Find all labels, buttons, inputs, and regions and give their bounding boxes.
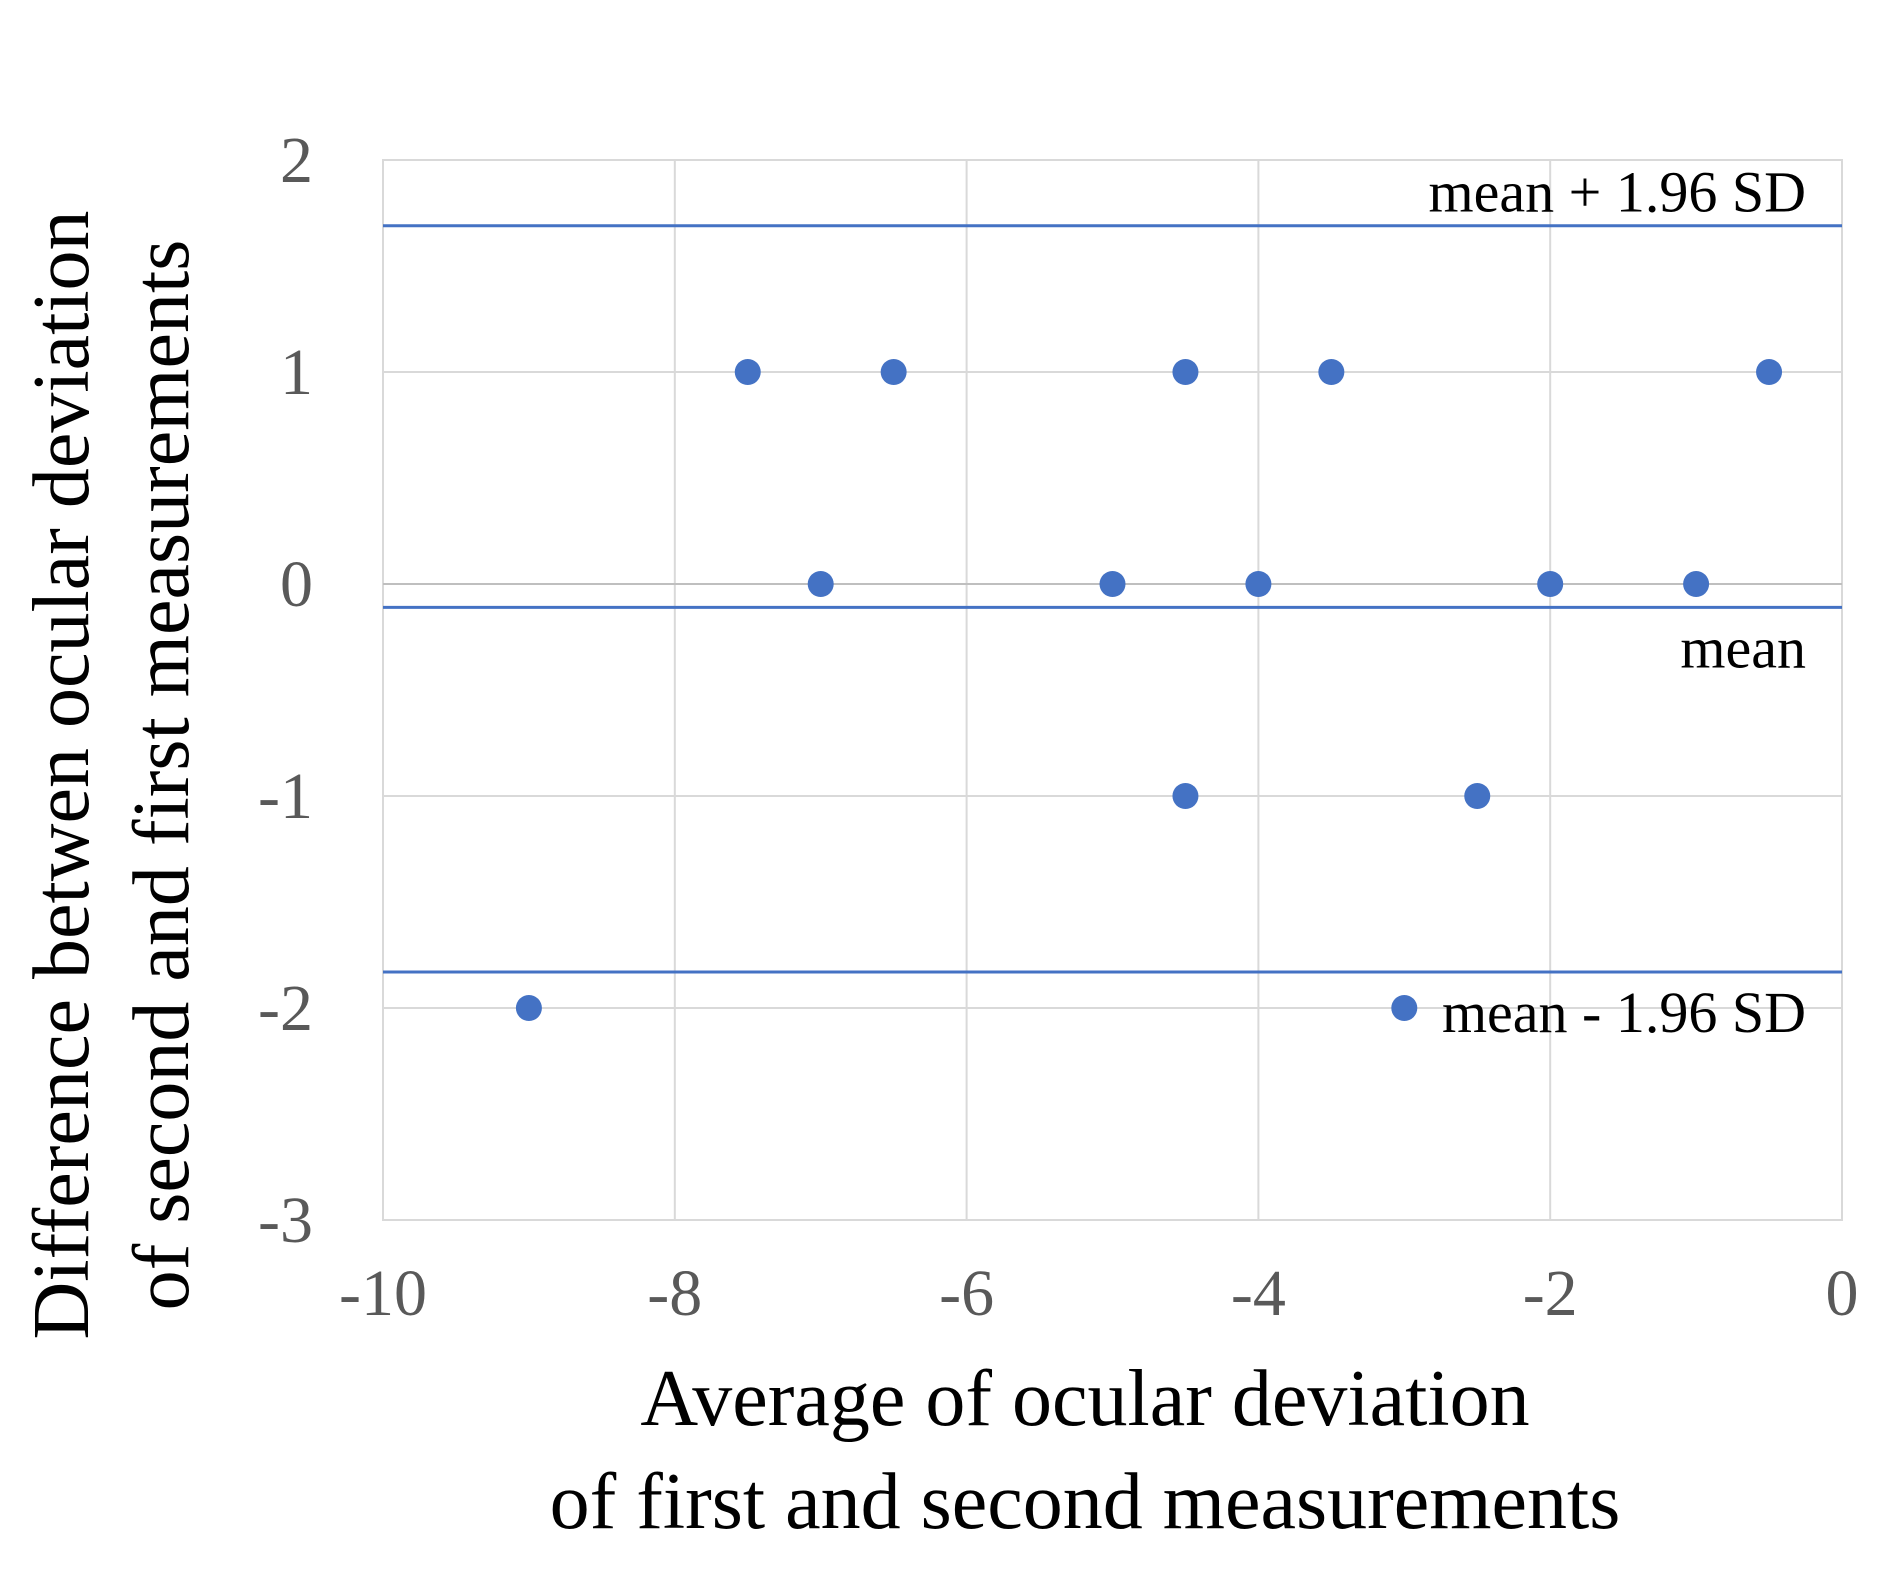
x-axis-title-line-1: Average of ocular deviation [640, 1355, 1529, 1443]
y-tick-label: 2 [280, 124, 313, 197]
data-point [1172, 783, 1199, 809]
data-point [1172, 359, 1199, 385]
y-tick-label: -2 [258, 972, 313, 1045]
data-point [1683, 571, 1710, 597]
data-point [1099, 571, 1126, 597]
x-tick-label: -2 [1523, 1257, 1578, 1330]
reference-lines [383, 224, 1842, 974]
y-tick-label: -3 [258, 1184, 313, 1257]
mean-label: mean [1680, 615, 1806, 680]
upper-limit-label: mean + 1.96 SD [1429, 160, 1806, 225]
data-point [734, 359, 761, 385]
grid [382, 159, 1843, 1221]
x-tick-label: 0 [1826, 1257, 1859, 1330]
x-tick-label: -8 [647, 1257, 702, 1330]
plot-area-border [382, 159, 1843, 1221]
data-point [880, 359, 907, 385]
data-point [807, 571, 834, 597]
data-point [1318, 359, 1345, 385]
data-point [1464, 783, 1491, 809]
data-point [1391, 995, 1418, 1021]
x-tick-label: -6 [939, 1257, 994, 1330]
y-axis-title-line-2: of second and first measurements [118, 240, 206, 1311]
x-axis-title-line-2: of first and second measurements [550, 1458, 1621, 1546]
data-points [515, 359, 1783, 1021]
y-tick-label: -1 [258, 760, 313, 833]
data-point [1537, 571, 1564, 597]
y-axis-title-line-1: Difference betwen ocular deviation [18, 210, 106, 1339]
x-tick-label: -10 [339, 1257, 427, 1330]
y-tick-label: 1 [280, 336, 313, 409]
data-point [1245, 571, 1272, 597]
y-tick-label: 0 [280, 548, 313, 621]
data-point [515, 995, 542, 1021]
x-tick-label: -4 [1231, 1257, 1286, 1330]
lower-limit-label: mean - 1.96 SD [1442, 980, 1806, 1045]
data-point [1756, 359, 1783, 385]
reference-line-labels: mean + 1.96 SD mean mean - 1.96 SD [1429, 160, 1806, 1045]
